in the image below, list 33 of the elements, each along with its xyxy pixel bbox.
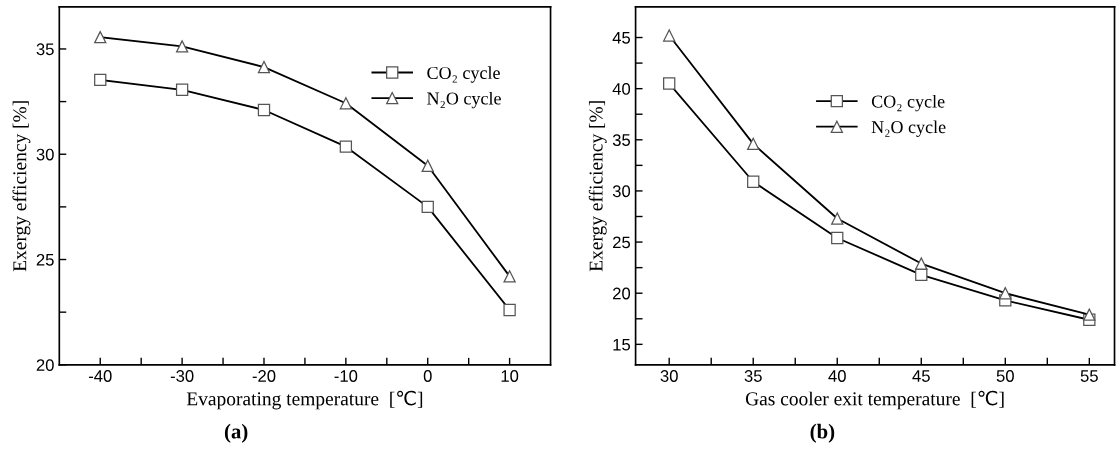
y-tick-label: 25 (613, 236, 631, 249)
x-tick-label: 10 (501, 370, 519, 382)
x-tick-label: -10 (334, 370, 358, 382)
y-tick-label: 20 (613, 287, 631, 300)
x-tick-label: 40 (828, 370, 846, 382)
y-tick-label: 35 (36, 43, 54, 56)
text: (b) (810, 423, 835, 443)
y-tick-label: 35 (612, 134, 631, 146)
x-tick-label: 30 (660, 370, 678, 382)
legend-label: CO₂ cycle (427, 66, 500, 83)
x-tick-label: -30 (170, 370, 194, 382)
x-tick-label: 45 (912, 370, 930, 382)
legend-label: N₂O cycle (427, 91, 501, 109)
x-tick-label: 55 (1080, 370, 1098, 382)
text: (a) (224, 423, 248, 443)
y-tick-label: 25 (36, 253, 54, 266)
x-tick-label: 35 (744, 370, 762, 382)
y-tick-label: 20 (36, 359, 54, 371)
y-tick-label: 40 (612, 83, 631, 95)
y-tick-label: 30 (36, 148, 54, 161)
legend-label: CO₂ cycle (871, 94, 945, 112)
legend-label: N₂O cycle (871, 120, 946, 137)
y-tick-label: 45 (612, 32, 631, 44)
y-tick-label: 15 (613, 338, 631, 351)
y-tick-label: 30 (612, 185, 631, 198)
x-axis-title: Evaporating temperature [℃] (186, 390, 423, 410)
x-tick-label: -20 (252, 370, 276, 382)
x-tick-label: -40 (88, 370, 112, 382)
y-axis-title: Exergy efficiency [%] (588, 101, 607, 272)
x-axis-title: Gas cooler exit temperature [℃] (745, 390, 1004, 410)
x-tick-label: 0 (423, 370, 432, 382)
x-tick-label: 50 (996, 370, 1014, 382)
y-axis-title: Exergy efficiency [%] (12, 101, 31, 272)
